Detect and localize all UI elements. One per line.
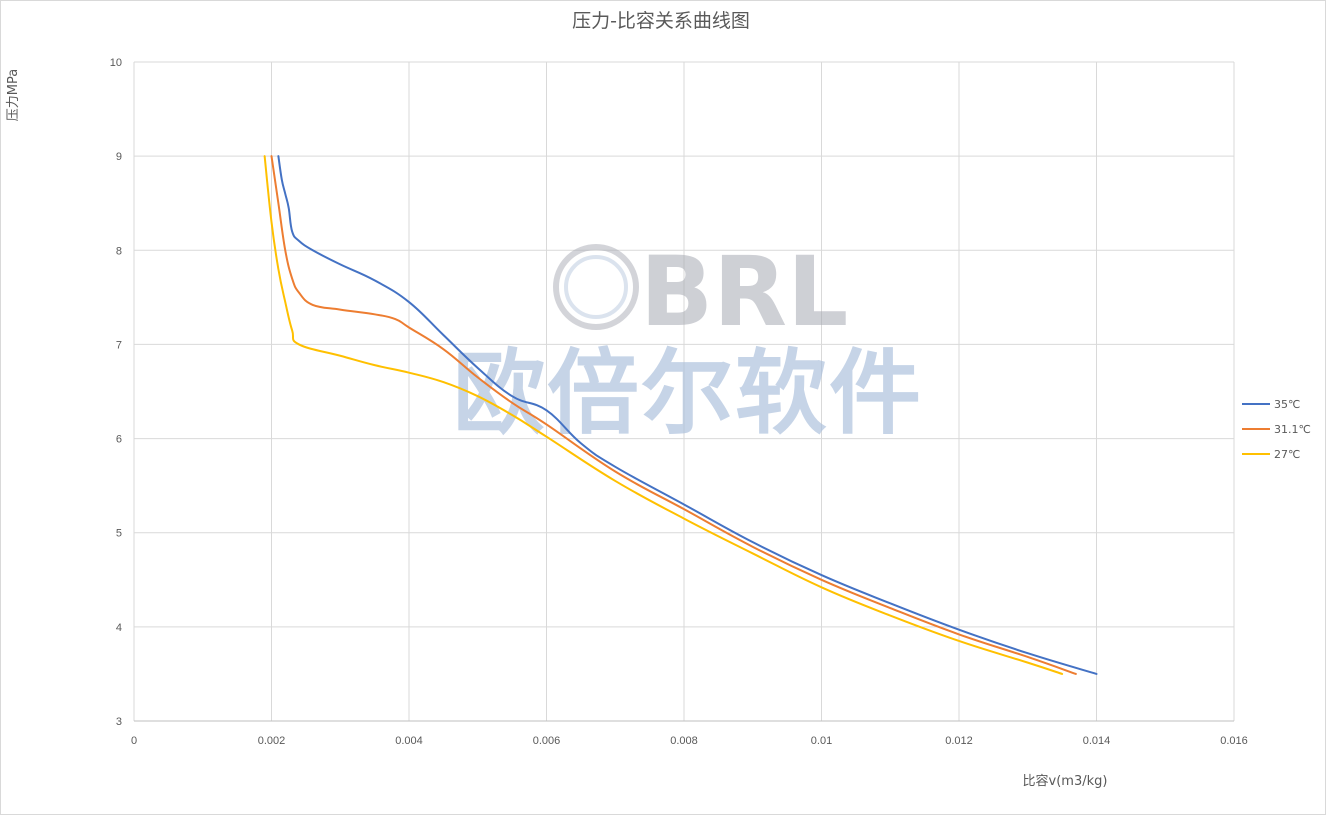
y-tick-label: 5 [116, 528, 122, 540]
y-tick-label: 8 [116, 245, 122, 257]
y-tick-label: 4 [116, 622, 122, 634]
watermark-globe-icon [553, 244, 639, 330]
watermark: BRL 欧倍尔软件 [453, 236, 923, 447]
y-tick-label: 3 [116, 716, 122, 728]
legend: 35℃ 31.1℃ 27℃ [1242, 398, 1311, 461]
y-tick-label: 6 [116, 434, 122, 446]
legend-label: 31.1℃ [1274, 423, 1311, 436]
legend-label: 35℃ [1274, 398, 1300, 411]
series-line-3 [263, 155, 1064, 675]
chart-title: 压力-比容关系曲线图 [572, 10, 750, 32]
x-tick-label: 0.012 [945, 735, 973, 747]
x-tick-label: 0.002 [258, 735, 286, 747]
x-tick-label: 0 [131, 735, 137, 747]
series-lines [263, 155, 1098, 675]
y-tick-label: 9 [116, 151, 122, 163]
y-tick-label: 7 [116, 339, 122, 351]
y-tick-label: 10 [110, 57, 122, 69]
series-line-2 [270, 155, 1077, 675]
x-tick-label: 0.004 [395, 735, 423, 747]
watermark-logo-text: BRL [640, 236, 848, 348]
x-tick-label: 0.016 [1220, 735, 1248, 747]
axis-ticks: 0 0.002 0.004 0.006 0.008 0.01 0.012 0.014 0.016… [110, 57, 1248, 747]
grid-lines [133, 61, 1235, 722]
y-axis-title: 压力MPa [6, 69, 21, 121]
x-axis-title: 比容v(m3/kg) [1023, 773, 1108, 789]
watermark-globe-ring-icon [564, 255, 628, 319]
watermark-text: 欧倍尔软件 [453, 340, 923, 447]
x-tick-label: 0.006 [533, 735, 561, 747]
x-tick-label: 0.014 [1083, 735, 1111, 747]
x-tick-label: 0.008 [670, 735, 698, 747]
x-tick-label: 0.01 [811, 735, 832, 747]
legend-label: 27℃ [1274, 448, 1300, 461]
series-line-1 [277, 155, 1098, 675]
